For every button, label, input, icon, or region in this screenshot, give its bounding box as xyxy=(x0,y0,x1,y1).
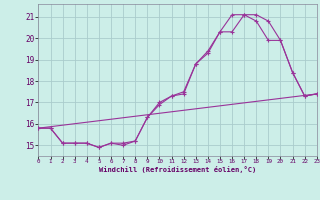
X-axis label: Windchill (Refroidissement éolien,°C): Windchill (Refroidissement éolien,°C) xyxy=(99,166,256,173)
